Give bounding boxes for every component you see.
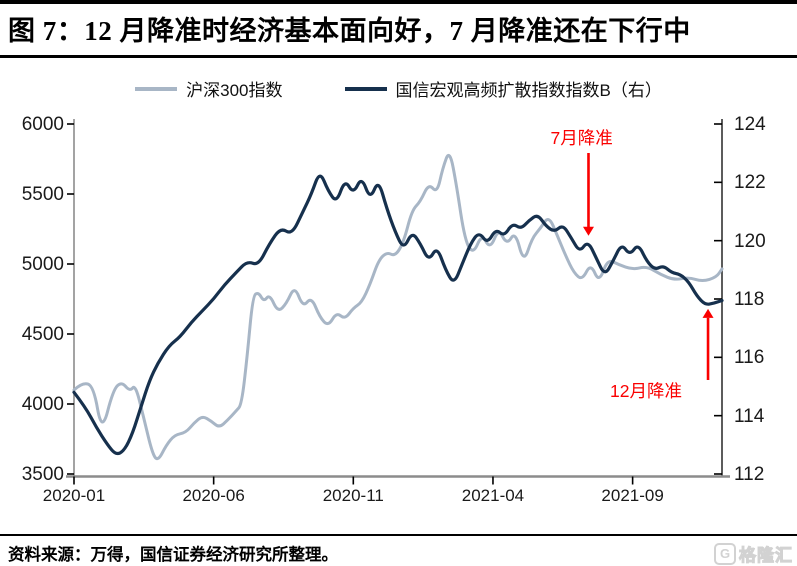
series-line-diffusion [72, 174, 724, 456]
y-left-tick-label: 5500 [21, 184, 64, 205]
december-arrow-head [702, 308, 714, 318]
y-right-tick-label: 118 [734, 289, 765, 310]
x-tick-label: 2020-06 [182, 486, 245, 505]
y-left-tick-label: 6000 [21, 114, 64, 135]
y-right-tick-label: 116 [734, 347, 765, 369]
legend-label-diffusion: 国信宏观高频扩散指数指数B（右） [395, 81, 662, 100]
y-right-tick-label: 124 [734, 114, 766, 135]
gelonghui-watermark: G 格隆汇 [714, 541, 793, 566]
top-border [0, 0, 797, 4]
title-divider [0, 55, 797, 58]
annotation-december-rrr-cut: 12月降准 [610, 381, 682, 401]
figure-title: 图 7：12 月降准时经济基本面向好，7 月降准还在下行中 [8, 16, 691, 46]
footer-divider [0, 534, 797, 536]
y-right-tick-label: 112 [734, 464, 765, 485]
source-note: 资料来源：万得，国信证券经济研究所整理。 [8, 545, 338, 564]
y-right-tick-label: 122 [734, 172, 766, 194]
july-arrow-head [582, 226, 594, 236]
series-line-csi300 [72, 153, 724, 461]
legend-label-csi300: 沪深300指数 [186, 81, 283, 100]
y-right-tick-label: 120 [734, 230, 766, 252]
y-left-tick-label: 3500 [21, 464, 64, 485]
legend-item-csi300: 沪深300指数 [135, 76, 283, 101]
diffusion-line-swatch [344, 86, 387, 91]
y-right-tick-label: 114 [734, 405, 765, 427]
x-tick-label: 2021-04 [461, 486, 525, 505]
gelonghui-logo-icon: G [714, 542, 736, 565]
annotation-july-rrr-cut: 7月降准 [550, 128, 613, 148]
x-tick-label: 2020-11 [322, 486, 384, 505]
x-tick-label: 2021-09 [601, 486, 664, 505]
x-tick-label: 2020-01 [42, 486, 106, 505]
y-left-tick-label: 5000 [21, 254, 64, 275]
csi300-line-swatch [135, 86, 178, 91]
legend-item-diffusion: 国信宏观高频扩散指数指数B（右） [344, 76, 662, 101]
chart-legend: 沪深300指数 国信宏观高频扩散指数指数B（右） [0, 76, 797, 101]
y-left-tick-label: 4000 [21, 394, 64, 415]
gelonghui-logo-text: 格隆汇 [739, 546, 793, 566]
y-left-tick-label: 4500 [21, 324, 64, 345]
